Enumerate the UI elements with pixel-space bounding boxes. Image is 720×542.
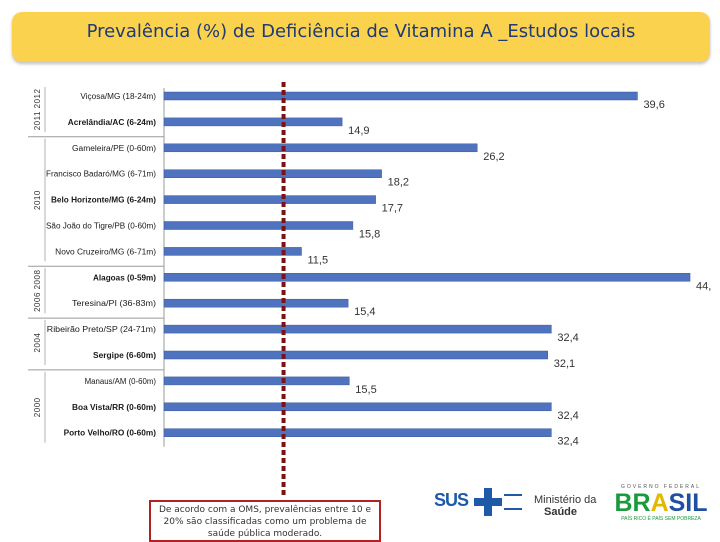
bar <box>163 428 552 437</box>
category-label: Gameleira/PE (0-60m) <box>72 144 156 153</box>
value-label: 32,4 <box>557 410 578 422</box>
year-group-label: 2010 <box>33 190 42 210</box>
category-label: Alagoas (0-59m) <box>93 273 156 282</box>
value-label: 32,4 <box>557 436 578 448</box>
sus-logo: SUS <box>434 486 524 520</box>
brasil-part-1: BR <box>614 489 651 517</box>
value-label: 17,7 <box>382 203 403 215</box>
bar <box>163 143 478 153</box>
sus-subtitle-mark <box>504 494 522 510</box>
page-title: Prevalência (%) de Deficiência de Vitami… <box>86 21 636 42</box>
bar <box>163 273 691 282</box>
value-label: 14,9 <box>348 125 369 137</box>
value-label: 18,2 <box>388 177 409 189</box>
value-label: 15,4 <box>354 306 375 318</box>
bar <box>163 169 382 178</box>
brasil-part-3: SIL <box>668 489 708 517</box>
category-label: Sergipe (6-60m) <box>93 351 156 360</box>
gov-federal-text: GOVERNO FEDERAL <box>620 484 701 490</box>
category-label: Teresina/PI (36-83m) <box>72 299 156 308</box>
bar <box>163 117 343 127</box>
value-label: 26,2 <box>483 151 504 163</box>
value-label: 39,6 <box>643 99 664 111</box>
bar <box>163 376 350 386</box>
category-label: Porto Velho/RO (0-60m) <box>64 429 157 438</box>
category-label: Viçosa/MG (18-24m) <box>80 92 156 101</box>
ministerio-saude-logo: Ministério da Saúde <box>534 494 600 518</box>
year-group-label: 2011 2012 <box>33 89 42 131</box>
value-label: 32,4 <box>557 332 578 344</box>
title-banner: Prevalência (%) de Deficiência de Vitami… <box>12 12 710 62</box>
bar <box>163 247 302 256</box>
bar <box>163 221 354 230</box>
brasil-part-2: A <box>650 489 669 517</box>
category-label: Belo Horizonte/MG (6-24m) <box>51 196 156 205</box>
value-label: 15,5 <box>355 384 376 396</box>
category-label: Francisco Badaró/MG (6-71m) <box>46 170 156 179</box>
ministerio-line1: Ministério da <box>534 494 597 506</box>
category-label: Ribeirão Preto/SP (24-71m) <box>47 325 157 334</box>
bar <box>163 91 638 101</box>
value-label: 15,8 <box>359 229 380 241</box>
year-group-label: 2004 <box>33 333 42 353</box>
category-label: São João do Tigre/PB (0-60m) <box>46 222 156 231</box>
value-label: 44, <box>696 280 711 292</box>
bar <box>163 298 349 308</box>
brasil-wordmark: BRASIL <box>606 490 716 516</box>
bar <box>163 402 552 412</box>
category-label: Boa Vista/RR (0-60m) <box>72 403 156 412</box>
year-group-label: 2006 2008 <box>33 270 42 312</box>
brasil-slogan: PAÍS RICO É PAÍS SEM POBREZA <box>621 516 701 522</box>
cross-icon <box>474 488 502 516</box>
value-label: 11,5 <box>307 254 328 266</box>
category-label: Novo Cruzeiro/MG (6-71m) <box>55 247 156 256</box>
who-note: De acordo com a OMS, prevalências entre … <box>149 500 381 542</box>
bar <box>163 195 376 204</box>
bar <box>163 350 549 360</box>
ministerio-line2: Saúde <box>544 506 578 518</box>
sus-logo-text: SUS <box>434 490 469 510</box>
year-group-label: 2000 <box>33 397 42 417</box>
category-label: Acrelândia/AC (6-24m) <box>68 118 157 127</box>
bar <box>163 324 552 334</box>
governo-federal-brasil-logo: GOVERNO FEDERAL BRASIL PAÍS RICO É PAÍS … <box>606 484 716 524</box>
value-label: 32,1 <box>554 358 575 370</box>
category-label: Manaus/AM (0-60m) <box>85 377 157 386</box>
